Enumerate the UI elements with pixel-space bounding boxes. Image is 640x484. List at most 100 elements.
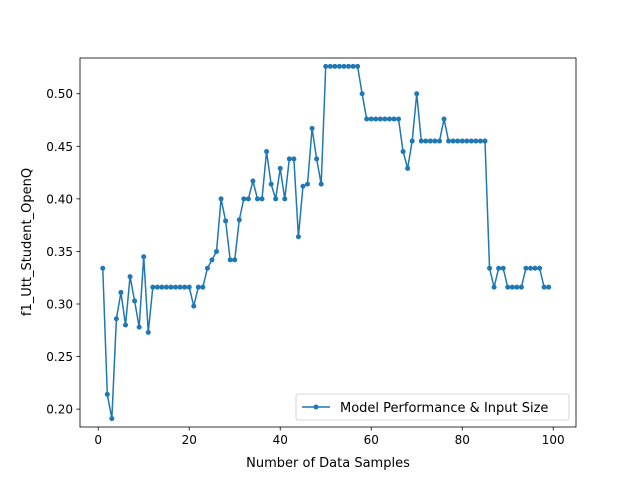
data-point xyxy=(450,138,456,144)
data-point xyxy=(386,116,392,122)
y-tick-label: 0.30 xyxy=(46,298,73,312)
data-point xyxy=(409,138,415,144)
data-point xyxy=(259,196,265,202)
data-point xyxy=(364,116,370,122)
data-point xyxy=(518,284,524,290)
data-point xyxy=(505,284,511,290)
y-tick-label: 0.35 xyxy=(46,245,73,259)
data-point xyxy=(277,165,283,171)
data-point xyxy=(163,284,169,290)
data-point xyxy=(341,63,347,69)
data-point xyxy=(305,181,311,187)
y-axis-label: f1_Utt_Student_OpenQ xyxy=(20,168,35,316)
data-point xyxy=(227,257,233,263)
data-point xyxy=(200,284,206,290)
data-point xyxy=(423,138,429,144)
data-point xyxy=(177,284,183,290)
data-point xyxy=(204,265,210,271)
data-point xyxy=(232,257,238,263)
data-point xyxy=(496,265,502,271)
x-tick-label: 100 xyxy=(542,433,565,447)
data-point xyxy=(427,138,433,144)
data-point xyxy=(100,265,106,271)
y-tick-label: 0.40 xyxy=(46,192,73,206)
data-point xyxy=(391,116,397,122)
legend-box xyxy=(295,393,570,421)
data-point xyxy=(309,125,315,131)
data-point xyxy=(327,63,333,69)
data-point xyxy=(300,183,306,189)
data-point xyxy=(414,91,420,97)
data-point xyxy=(468,138,474,144)
data-point xyxy=(436,138,442,144)
data-point xyxy=(214,248,220,254)
data-point xyxy=(473,138,479,144)
data-point xyxy=(546,284,552,290)
legend: Model Performance & Input Size xyxy=(295,393,570,421)
data-point xyxy=(109,416,115,422)
data-point xyxy=(359,91,365,97)
data-point xyxy=(145,329,151,335)
data-point xyxy=(186,284,192,290)
data-point xyxy=(400,149,406,155)
data-point xyxy=(291,156,297,162)
data-point xyxy=(286,156,292,162)
series-points xyxy=(100,63,552,422)
x-tick-label: 0 xyxy=(94,433,102,447)
data-point xyxy=(218,196,224,202)
data-point xyxy=(523,265,529,271)
x-tick-label: 80 xyxy=(455,433,470,447)
data-point xyxy=(464,138,470,144)
data-point xyxy=(118,289,124,295)
data-point xyxy=(459,138,465,144)
data-point xyxy=(154,284,160,290)
data-point xyxy=(314,156,320,162)
data-point xyxy=(150,284,156,290)
data-point xyxy=(396,116,402,122)
data-point xyxy=(368,116,374,122)
data-point xyxy=(113,316,119,322)
data-point xyxy=(455,138,461,144)
y-tick-label: 0.50 xyxy=(46,87,73,101)
data-point xyxy=(273,196,279,202)
data-point xyxy=(336,63,342,69)
x-axis-label: Number of Data Samples xyxy=(246,456,410,471)
plot-area xyxy=(80,58,576,427)
data-point xyxy=(482,138,488,144)
data-point xyxy=(377,116,383,122)
data-point xyxy=(168,284,174,290)
legend-label: Model Performance & Input Size xyxy=(340,401,548,416)
data-point xyxy=(441,116,447,122)
data-point xyxy=(236,217,242,223)
data-point xyxy=(191,303,197,309)
x-tick-label: 20 xyxy=(182,433,197,447)
data-point xyxy=(491,284,497,290)
data-point xyxy=(245,196,251,202)
data-point xyxy=(332,63,338,69)
data-point xyxy=(418,138,424,144)
data-point xyxy=(104,391,110,397)
data-point xyxy=(405,165,411,171)
y-axis-ticks: 0.20 0.25 0.30 0.35 0.40 0.45 0.50 xyxy=(46,87,80,417)
y-tick-label: 0.20 xyxy=(46,403,73,417)
data-point xyxy=(209,257,215,263)
y-tick-label: 0.45 xyxy=(46,140,73,154)
data-point xyxy=(136,324,142,330)
legend-point-marker xyxy=(313,404,319,410)
data-point xyxy=(250,178,256,184)
data-point xyxy=(141,254,147,260)
data-point xyxy=(541,284,547,290)
x-tick-label: 60 xyxy=(364,433,379,447)
data-point xyxy=(432,138,438,144)
data-point xyxy=(382,116,388,122)
data-point xyxy=(295,234,301,240)
data-point xyxy=(159,284,165,290)
data-point xyxy=(173,284,179,290)
data-point xyxy=(345,63,351,69)
x-axis-ticks: 0 20 40 60 80 100 xyxy=(94,427,565,447)
data-point xyxy=(532,265,538,271)
data-point xyxy=(355,63,361,69)
data-point xyxy=(318,181,324,187)
